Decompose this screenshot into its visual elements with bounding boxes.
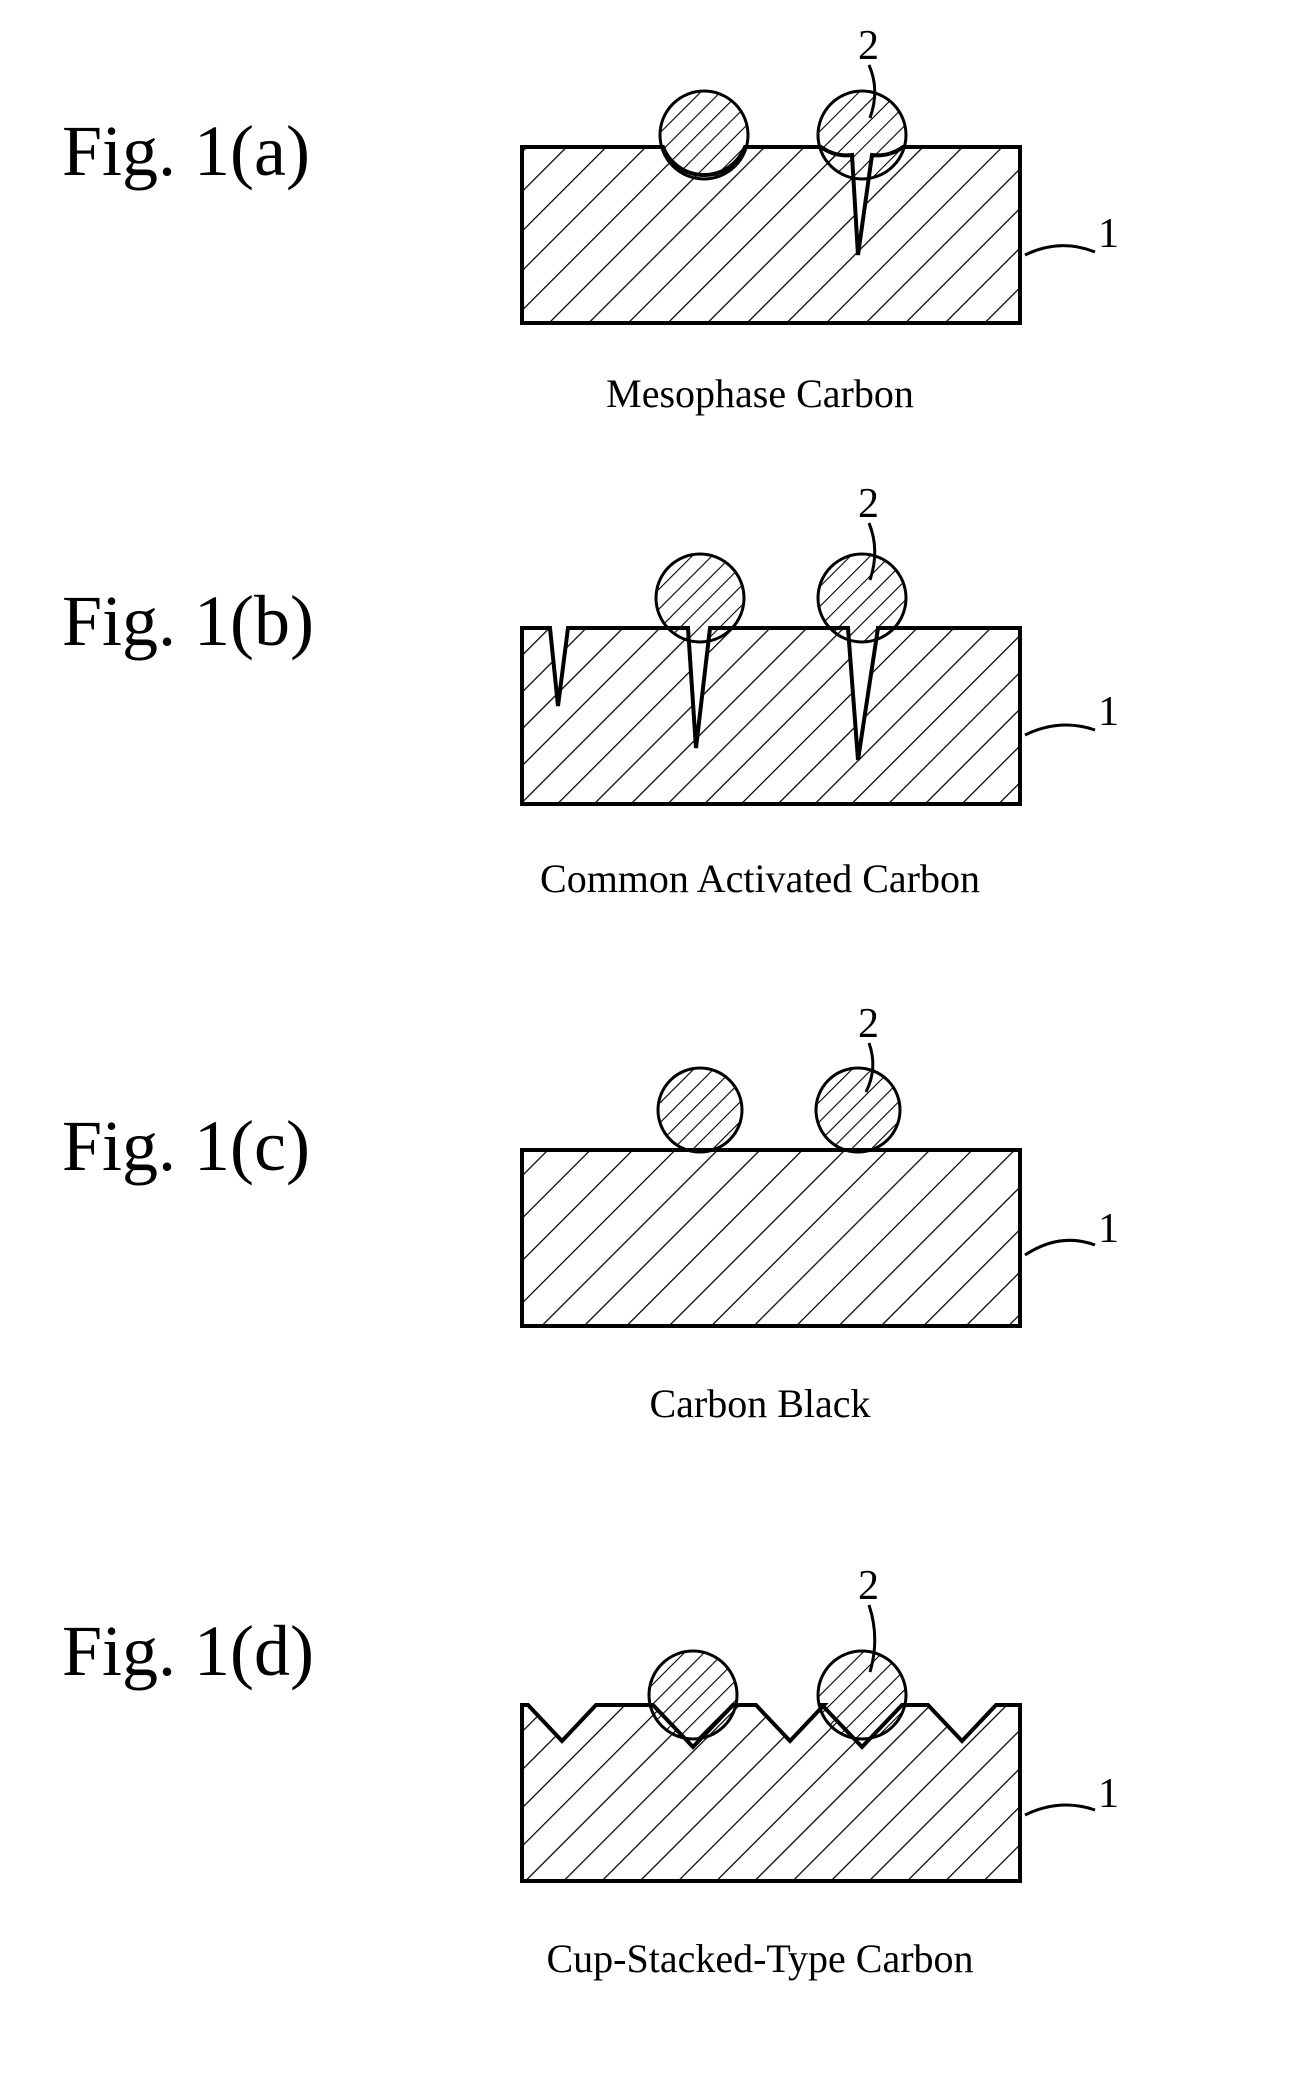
particle-a-1 <box>660 91 748 179</box>
substrate-c <box>522 1150 1020 1326</box>
leader-1-c <box>1025 1240 1095 1255</box>
diagram-svg <box>0 0 1307 2098</box>
substrate-d <box>522 1705 1020 1881</box>
particle-d-2 <box>818 1651 906 1739</box>
substrate-a <box>522 147 1020 323</box>
particle-b-1 <box>656 554 744 642</box>
fig-c-group <box>522 1043 1095 1326</box>
particle-c-1 <box>658 1068 742 1152</box>
fig-a-group <box>522 65 1095 323</box>
particle-b-2 <box>818 554 906 642</box>
leader-1-b <box>1025 725 1095 735</box>
page: Fig. 1(a) Fig. 1(b) Fig. 1(c) Fig. 1(d) … <box>0 0 1307 2098</box>
leader-1-a <box>1025 246 1095 255</box>
leader-1-d <box>1025 1805 1095 1815</box>
particle-a-2 <box>818 91 906 179</box>
fig-d-group <box>522 1605 1095 1881</box>
particle-d-1 <box>649 1651 737 1739</box>
particle-c-2 <box>816 1068 900 1152</box>
fig-b-group <box>522 523 1095 804</box>
substrate-b <box>522 628 1020 804</box>
